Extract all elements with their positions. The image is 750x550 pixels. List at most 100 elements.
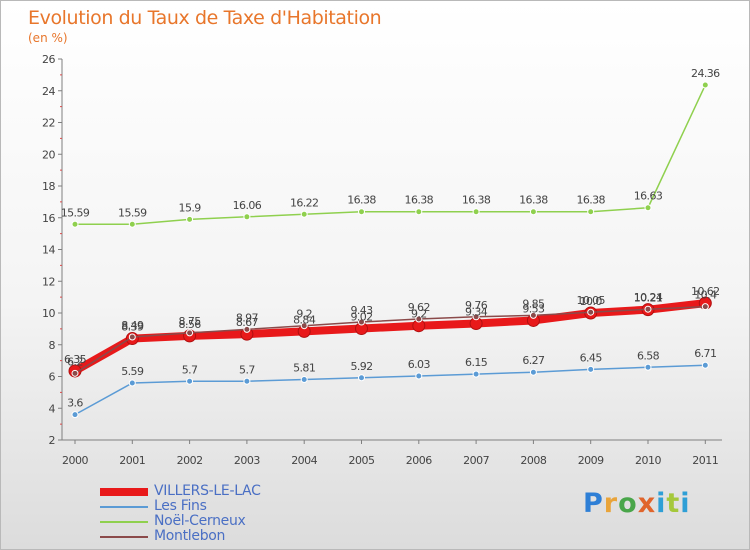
data-label: 8.97 xyxy=(236,311,259,324)
data-point xyxy=(186,377,194,385)
data-point xyxy=(587,208,595,216)
series-line xyxy=(71,299,710,375)
x-tick-label: 2008 xyxy=(520,454,546,467)
data-label: 9.34 xyxy=(465,305,488,318)
data-point xyxy=(128,379,136,387)
legend-item-villers-le-lac: VILLERS-LE-LAC xyxy=(100,484,261,499)
series-line xyxy=(74,84,707,226)
x-tick-label: 2004 xyxy=(291,454,317,467)
data-label: 5.92 xyxy=(350,360,372,373)
data-label: 16.22 xyxy=(290,196,319,209)
data-label: 8.56 xyxy=(179,318,202,331)
data-point xyxy=(644,204,652,212)
data-label: 16.38 xyxy=(347,194,376,207)
data-point xyxy=(701,361,709,369)
x-tick-label: 2011 xyxy=(692,454,718,467)
data-label: 9.85 xyxy=(522,297,545,310)
x-tick-label: 2005 xyxy=(349,454,375,467)
y-tick-label: 22 xyxy=(42,117,55,130)
data-point xyxy=(415,372,423,380)
data-label: 8.39 xyxy=(121,321,144,334)
data-label: 9.53 xyxy=(522,302,545,315)
data-point xyxy=(587,365,595,373)
legend-item-noel-cerneux: Noël-Cerneux xyxy=(100,514,261,529)
y-tick-label: 4 xyxy=(49,402,56,415)
data-point xyxy=(186,215,194,223)
data-point xyxy=(701,81,709,89)
data-point xyxy=(300,376,308,384)
data-label: 8.84 xyxy=(293,313,316,326)
x-tick-label: 2000 xyxy=(62,454,88,467)
data-point xyxy=(300,322,308,330)
data-label: 9.62 xyxy=(408,301,430,314)
chart-unit-label: (en %) xyxy=(28,31,68,45)
data-point xyxy=(128,333,136,341)
data-point xyxy=(644,305,652,313)
y-tick-label: 16 xyxy=(42,212,55,225)
logo-letter: x xyxy=(637,488,657,519)
data-label: 10.05 xyxy=(576,294,605,307)
data-label: 9.43 xyxy=(350,304,373,317)
data-label: 6.15 xyxy=(465,356,488,369)
proxiti-logo: Proxiti xyxy=(583,488,691,519)
data-label: 16.38 xyxy=(576,194,605,207)
x-tick-label: 2007 xyxy=(463,454,489,467)
logo-letter: t xyxy=(666,488,681,519)
data-point xyxy=(415,208,423,216)
y-tick-label: 12 xyxy=(42,275,55,288)
data-label: 16.63 xyxy=(634,190,663,203)
logo-letter: r xyxy=(603,488,619,519)
x-tick-label: 2001 xyxy=(119,454,145,467)
data-label: 6.27 xyxy=(522,354,545,367)
logo-letter: o xyxy=(618,488,638,519)
data-label: 9.2 xyxy=(411,308,427,321)
data-label: 15.59 xyxy=(118,206,147,219)
data-label: 8.49 xyxy=(121,319,144,332)
x-tick-label: 2006 xyxy=(406,454,432,467)
data-point xyxy=(71,411,79,419)
data-point xyxy=(358,208,365,216)
legend-swatch xyxy=(100,535,148,538)
logo-letter: i xyxy=(680,488,691,519)
data-label: 15.59 xyxy=(61,206,90,219)
legend-label: Les Fins xyxy=(154,498,207,514)
x-tick-label: 2002 xyxy=(177,454,203,467)
chart-title: Evolution du Taux de Taxe d'Habitation xyxy=(28,7,382,29)
y-tick-label: 20 xyxy=(42,148,55,161)
y-tick-label: 8 xyxy=(49,339,56,352)
data-point xyxy=(587,308,595,316)
data-label: 6.03 xyxy=(408,358,431,371)
y-tick-label: 14 xyxy=(42,244,55,257)
chart-legend: VILLERS-LE-LAC Les Fins Noël-Cerneux Mon… xyxy=(100,484,261,544)
data-label: 15.9 xyxy=(179,201,202,214)
data-label: 24.36 xyxy=(691,67,720,80)
data-label: 16.38 xyxy=(462,194,491,207)
data-label: 10.4 xyxy=(694,289,717,302)
series-line xyxy=(74,305,707,375)
legend-item-les-fins: Les Fins xyxy=(100,499,261,514)
data-point xyxy=(644,363,652,371)
legend-item-montlebon: Montlebon xyxy=(100,529,261,544)
data-point xyxy=(529,208,537,216)
y-tick-label: 24 xyxy=(42,85,55,98)
data-point xyxy=(472,208,480,216)
y-tick-label: 26 xyxy=(42,53,55,66)
data-label: 3.6 xyxy=(67,397,83,410)
data-label: 6.58 xyxy=(637,349,660,362)
data-point xyxy=(358,318,365,326)
data-label: 10.24 xyxy=(634,291,663,304)
legend-swatch xyxy=(100,487,148,496)
data-point xyxy=(128,220,136,228)
data-point xyxy=(358,374,365,382)
data-point xyxy=(186,329,194,337)
legend-label: Montlebon xyxy=(154,528,226,544)
logo-letter: i xyxy=(656,488,667,519)
data-label: 5.7 xyxy=(182,363,198,376)
data-label: 9.02 xyxy=(350,311,372,324)
data-point xyxy=(529,368,537,376)
data-label: 10.62 xyxy=(691,285,720,298)
data-label: 16.06 xyxy=(233,199,262,212)
data-label: 10.0 xyxy=(580,295,603,308)
